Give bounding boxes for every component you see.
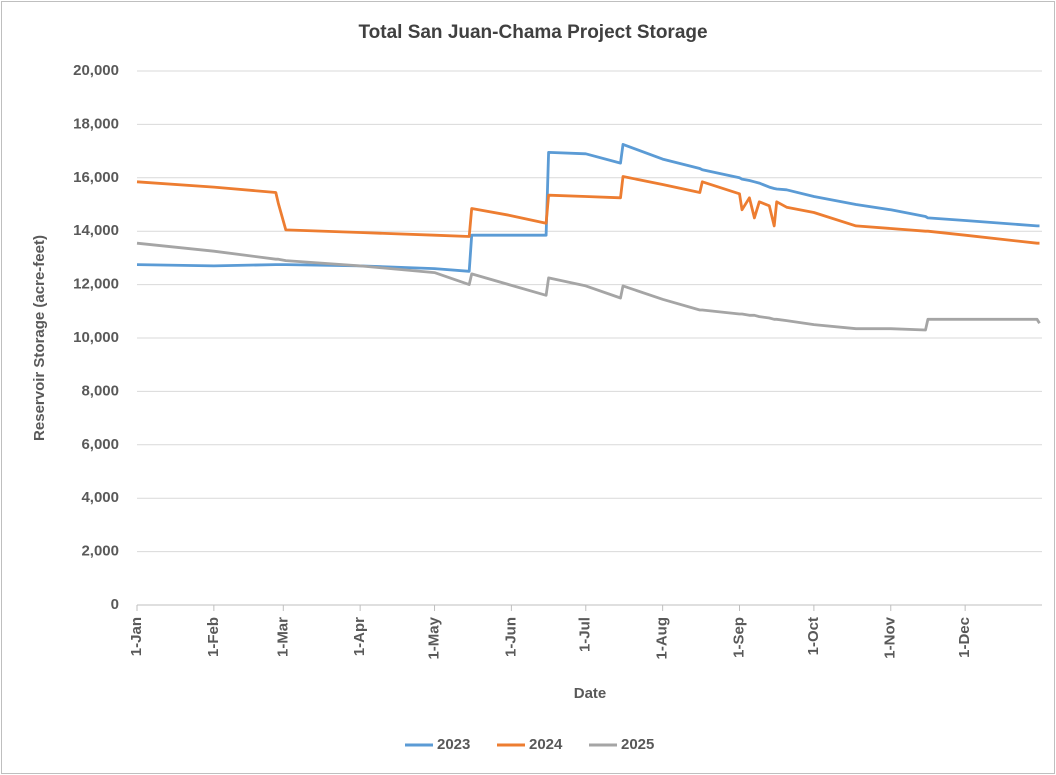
x-tick-label: 1-Oct [805,617,822,655]
x-tick-label: 1-Jun [502,617,519,657]
x-tick-label: 1-Feb [205,617,222,657]
series-line [136,175,1040,245]
y-tick-label: 4,000 [81,489,119,506]
y-tick-label: 8,000 [81,382,119,399]
y-axis-label: Reservoir Storage (acre-feet) [31,235,48,441]
y-tick-label: 18,000 [73,115,119,132]
y-tick-label: 12,000 [73,276,119,293]
y-tick-label: 16,000 [73,169,119,186]
x-tick-label: 1-Mar [274,617,291,657]
y-tick-label: 2,000 [81,543,119,560]
x-tick-label: 1-Aug [654,617,671,660]
x-tick-label: 1-Jul [577,617,594,652]
chart-title: Total San Juan-Chama Project Storage [358,22,707,43]
legend-label: 2024 [529,736,563,753]
y-tick-label: 20,000 [73,62,119,79]
y-tick-label: 10,000 [73,329,119,346]
x-tick-label: 1-May [426,616,443,659]
x-tick-label: 1-Dec [956,617,973,658]
x-tick-label: 1-Nov [882,616,899,658]
legend-label: 2025 [621,736,654,753]
series-line [136,241,1041,332]
y-tick-label: 0 [111,596,119,613]
x-tick-label: 1-Apr [351,617,368,656]
x-axis-label: Date [574,685,607,702]
y-tick-label: 6,000 [81,436,119,453]
legend-label: 2023 [437,736,470,753]
x-tick-label: 1-Sep [730,617,747,658]
series-line [136,143,1040,273]
x-tick-label: 1-Jan [128,617,145,656]
y-tick-label: 14,000 [73,222,119,239]
